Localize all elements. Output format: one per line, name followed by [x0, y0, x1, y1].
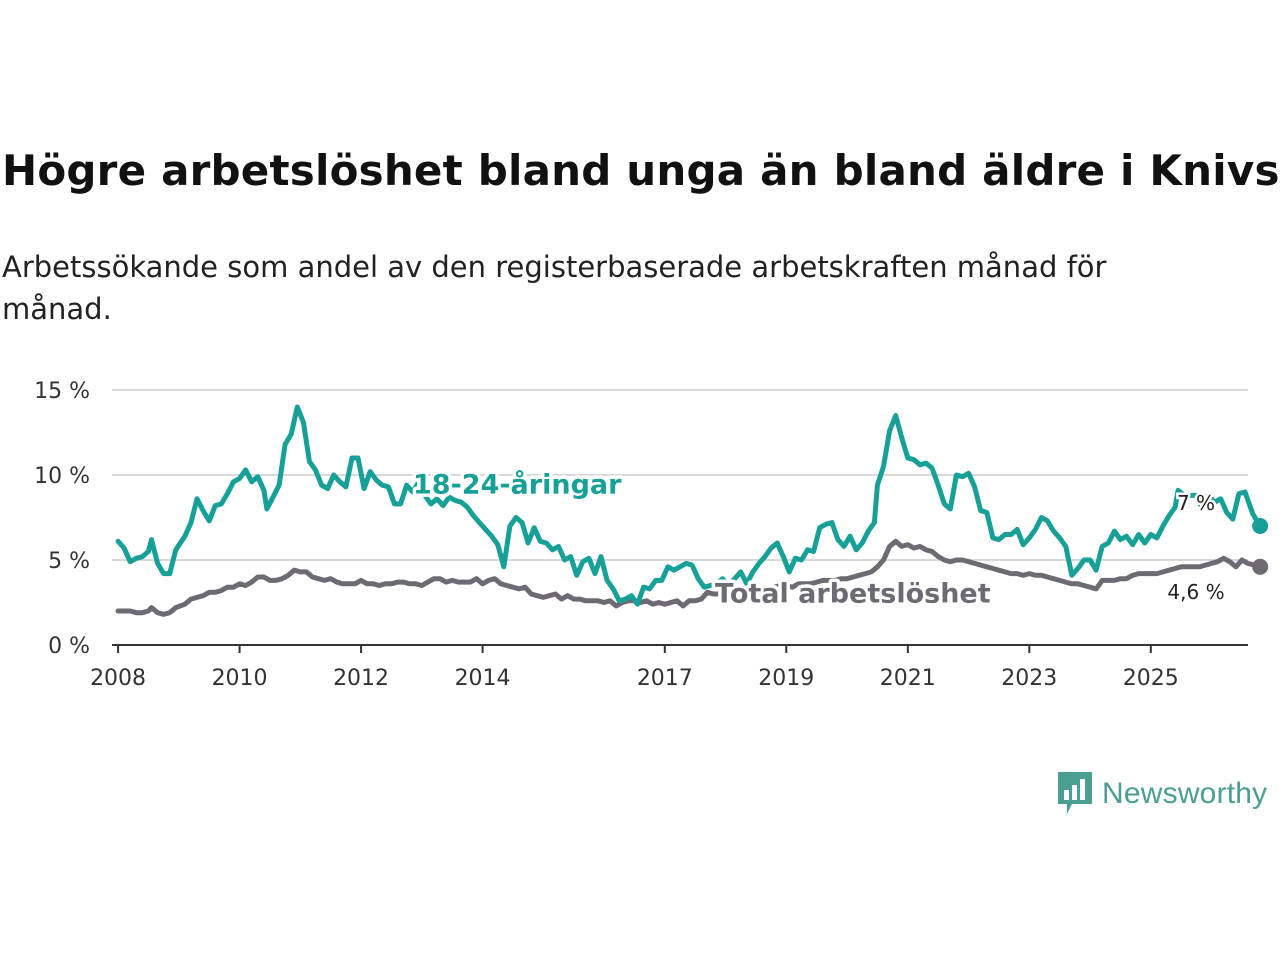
newsworthy-logo: Newsworthy	[1058, 772, 1267, 816]
x-tick-label: 2023	[1001, 666, 1057, 691]
page-subtitle: Arbetssökande som andel av den registerb…	[2, 250, 1107, 326]
page-title: Högre arbetslöshet bland unga än bland ä…	[2, 146, 1280, 195]
gridlines	[112, 389, 1248, 561]
bar-chart-speech-bubble-icon	[1058, 772, 1092, 814]
total-end-point	[1252, 558, 1269, 575]
total-series-line	[115, 538, 1263, 617]
x-tick-label: 2019	[758, 666, 814, 691]
youth-series-label: 18-24-åringar	[413, 469, 622, 501]
brand-name: Newsworthy	[1102, 777, 1268, 810]
total-end-label: 4,6 %	[1167, 580, 1224, 604]
x-tick-label: 2014	[455, 666, 511, 691]
youth-end-label: 7 %	[1177, 491, 1215, 515]
series-lines	[115, 404, 1269, 617]
x-tick-label: 2010	[212, 666, 268, 691]
youth-series-line	[115, 404, 1263, 607]
x-tick-label: 2008	[90, 666, 146, 691]
youth-end-point	[1252, 518, 1269, 534]
x-axis: 2008 2010 2012 2014 2017 2019 2021 2023 2025	[90, 644, 1248, 691]
x-tick-label: 2012	[333, 666, 389, 691]
x-tick-label: 2021	[880, 666, 936, 691]
y-tick-label: 5 %	[48, 549, 90, 574]
y-axis-tick-labels: 0 % 5 % 10 % 15 %	[34, 379, 90, 659]
series-labels: 18-24-åringar Total arbetslöshet 7 % 4,6 %	[410, 465, 1228, 613]
line-chart: 0 %5 %10 %15 % 2008 2010 2012 2014 2017 2019 2…	[34, 379, 1269, 691]
y-tick-label: 10 %	[34, 464, 90, 489]
y-tick-label: 15 %	[34, 379, 90, 404]
total-series-label: Total arbetslöshet	[715, 579, 991, 610]
y-tick-label: 0 %	[48, 634, 90, 659]
x-tick-label: 2017	[637, 666, 693, 691]
x-tick-label: 2025	[1123, 666, 1179, 691]
